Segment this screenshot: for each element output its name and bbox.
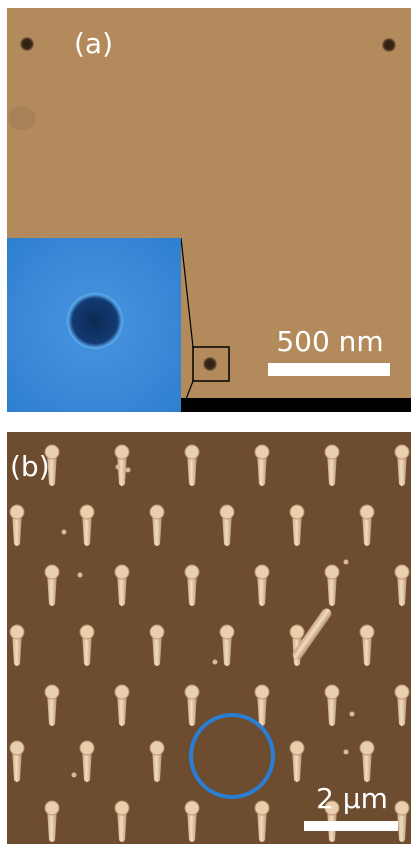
particle xyxy=(213,660,218,665)
panel-a: (a) 500 nm xyxy=(7,8,411,412)
hole xyxy=(382,38,396,52)
scale-bar xyxy=(268,363,390,376)
particle xyxy=(62,530,67,535)
particle xyxy=(72,773,77,778)
particle xyxy=(350,712,355,717)
panel-b: (b) 2 µm xyxy=(7,432,411,844)
particle xyxy=(116,465,121,470)
particle xyxy=(344,560,349,565)
particle xyxy=(344,750,349,755)
particle xyxy=(126,468,131,473)
info-strip xyxy=(180,398,411,412)
scale-bar-label: 500 nm xyxy=(276,325,383,358)
scale-bar xyxy=(304,821,398,831)
panel-label: (a) xyxy=(74,27,113,60)
panel-label: (b) xyxy=(10,450,50,483)
hole xyxy=(203,357,217,371)
figure: (a) 500 nm (b) 2 µm xyxy=(0,0,411,844)
hole xyxy=(20,37,34,51)
scale-bar-label: 2 µm xyxy=(316,782,388,815)
particle xyxy=(78,573,83,578)
surface-blemish xyxy=(8,106,36,130)
inset-hole xyxy=(65,291,125,351)
